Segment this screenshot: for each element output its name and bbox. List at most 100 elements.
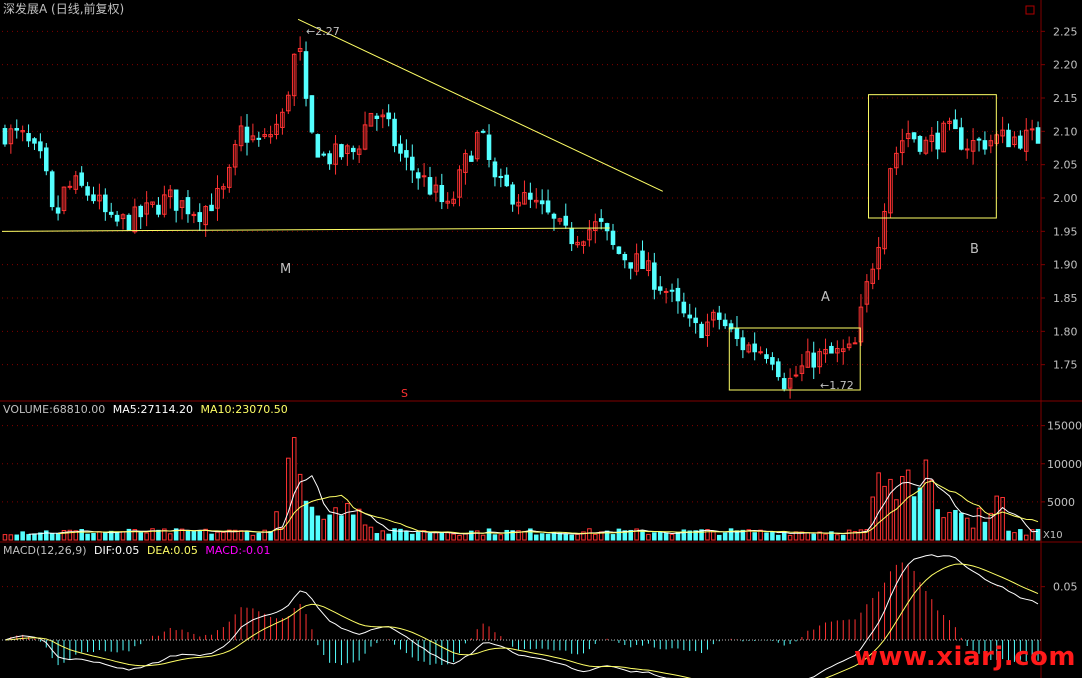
candle: [693, 317, 698, 324]
volume-bar: [173, 528, 179, 541]
consolidation-box-b: [868, 94, 997, 219]
candle: [256, 137, 262, 140]
volume-bar: [1035, 528, 1041, 541]
volume-bar: [947, 512, 952, 541]
candle: [150, 201, 155, 205]
volume-bar: [976, 507, 982, 541]
candle: [386, 112, 391, 120]
volume-bar: [144, 532, 149, 541]
high-price-label: ←2.27: [306, 25, 340, 38]
volume-bar: [1000, 496, 1005, 541]
volume-bar: [49, 533, 55, 541]
candle: [380, 114, 386, 118]
candle: [758, 351, 763, 354]
candle: [156, 204, 161, 215]
candle: [244, 126, 250, 143]
volume-bar: [657, 531, 663, 541]
square-icon: [1025, 5, 1035, 15]
volume-bar: [114, 532, 120, 541]
macd-dif-line: [4, 554, 1039, 678]
volume-bar: [840, 534, 846, 541]
candle: [504, 174, 510, 187]
candle: [1012, 136, 1017, 146]
candle: [309, 95, 315, 133]
candle: [67, 185, 73, 188]
volume-bar: [953, 509, 958, 541]
volume-unit-label: X10: [1043, 530, 1063, 541]
candle: [528, 192, 533, 200]
volume-bar: [167, 533, 173, 541]
volume-bar: [982, 521, 988, 541]
candle: [1035, 127, 1041, 144]
candle: [280, 111, 285, 128]
candle: [55, 207, 61, 214]
support-line: [1, 227, 610, 232]
macd-dif-value: DIF:0.05: [94, 544, 140, 557]
volume-bar: [581, 531, 586, 541]
candle: [498, 175, 504, 178]
volume-bar: [474, 530, 480, 541]
volume-bar: [882, 485, 887, 541]
price-tick-label: 1.90: [1053, 259, 1078, 272]
trend-line: [297, 18, 664, 192]
volume-bar: [398, 528, 403, 541]
volume-bar: [262, 529, 267, 541]
candle: [1029, 128, 1035, 131]
volume-bar: [439, 532, 445, 541]
candle: [522, 192, 527, 205]
volume-bar: [817, 531, 822, 541]
volume-bar: [970, 527, 976, 541]
candle: [557, 218, 563, 222]
volume-bar: [280, 527, 285, 541]
price-tick-label: 2.25: [1053, 25, 1078, 38]
volume-bar: [994, 495, 999, 541]
volume-bar: [303, 500, 309, 541]
volume-bar: [350, 514, 356, 541]
volume-bar: [44, 530, 49, 541]
candle: [209, 204, 214, 212]
volume-bar: [8, 534, 14, 541]
candle: [917, 136, 923, 152]
candle: [167, 189, 173, 198]
candle: [894, 152, 899, 169]
volume-bar: [345, 503, 350, 541]
candle: [687, 314, 693, 319]
volume-bar: [652, 532, 657, 541]
candle: [250, 135, 256, 141]
volume-bar: [138, 532, 144, 541]
candle: [852, 342, 858, 345]
candle: [864, 281, 870, 305]
volume-bar: [386, 533, 391, 541]
candle: [959, 127, 964, 150]
volume-bar: [339, 515, 344, 541]
volume-bar: [805, 532, 811, 541]
candle: [362, 124, 368, 150]
candle: [539, 200, 545, 205]
candle: [410, 156, 415, 171]
volume-bar: [587, 528, 592, 541]
volume-bar: [73, 530, 79, 541]
volume-bar: [297, 473, 303, 541]
candle: [846, 343, 852, 349]
volume-bar: [162, 528, 167, 541]
candle: [162, 194, 167, 215]
volume-bar: [905, 469, 911, 541]
candle: [26, 133, 31, 142]
volume-bar: [274, 511, 279, 541]
volume-bar: [663, 533, 669, 541]
macd-params: MACD(12,26,9): [3, 544, 87, 557]
volume-bar: [227, 529, 232, 541]
volume-bar: [1029, 529, 1035, 541]
volume-bar: [232, 529, 238, 541]
volume-bar: [533, 534, 539, 541]
volume-bar: [876, 472, 881, 541]
macd-dea-line: [4, 563, 1039, 678]
candle: [722, 319, 728, 327]
volume-bar: [492, 534, 498, 541]
candle: [770, 357, 775, 365]
candle: [132, 206, 138, 233]
candle: [858, 306, 864, 343]
volume-bar: [132, 529, 138, 541]
volume-bar: [964, 517, 970, 541]
volume-ma10-line: [58, 480, 1039, 535]
